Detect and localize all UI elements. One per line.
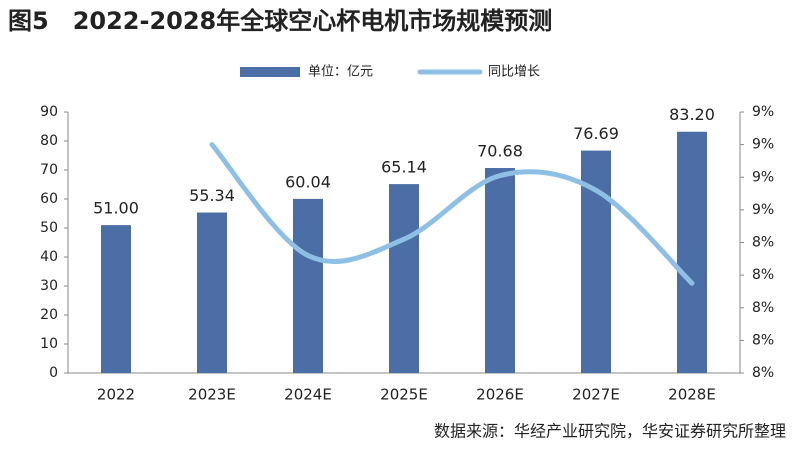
- bar: [389, 184, 419, 373]
- y-tick-label: 70: [40, 162, 58, 178]
- y-tick-label: 20: [40, 307, 58, 323]
- x-tick-label: 2024E: [284, 386, 332, 404]
- data-label: 51.00: [93, 199, 139, 218]
- y-tick-label: 60: [40, 191, 58, 207]
- y-tick-label: 0: [49, 365, 58, 381]
- data-label: 70.68: [477, 142, 523, 161]
- x-tick-label: 2026E: [476, 386, 524, 404]
- y-tick-label: 50: [40, 220, 58, 236]
- y2-tick-label: 8%: [752, 365, 774, 381]
- y-tick-label: 10: [40, 336, 58, 352]
- bar: [485, 168, 515, 373]
- x-tick-label: 2025E: [380, 386, 428, 404]
- bar: [677, 131, 707, 373]
- bar: [197, 212, 227, 373]
- legend-swatch: [240, 67, 300, 77]
- bar: [101, 225, 131, 373]
- x-tick-label: 2022: [97, 386, 135, 404]
- chart-title: 图5 2022-2028年全球空心杯电机市场规模预测: [8, 7, 552, 35]
- y2-tick-label: 8%: [752, 235, 774, 251]
- data-label: 55.34: [189, 186, 235, 205]
- y-tick-label: 40: [40, 249, 58, 265]
- y-tick-label: 30: [40, 278, 58, 294]
- y2-tick-label: 9%: [752, 137, 774, 153]
- legend-label: 单位：亿元: [308, 65, 373, 80]
- data-label: 65.14: [381, 158, 427, 177]
- data-label: 60.04: [285, 172, 331, 191]
- x-tick-label: 2027E: [572, 386, 620, 404]
- y-tick-label: 80: [40, 133, 58, 149]
- y2-tick-label: 8%: [752, 332, 774, 348]
- source: 数据来源：华经产业研究院，华安证券研究所整理: [434, 422, 786, 441]
- x-tick-label: 2028E: [668, 386, 716, 404]
- legend-label: 同比增长: [488, 65, 540, 80]
- bar: [293, 198, 323, 373]
- y2-tick-label: 9%: [752, 104, 774, 120]
- line: [209, 142, 695, 286]
- x-tick-label: 2023E: [188, 386, 236, 404]
- y-tick-label: 90: [40, 104, 58, 120]
- y2-tick-label: 8%: [752, 300, 774, 316]
- data-label: 76.69: [573, 124, 619, 143]
- y2-tick-label: 9%: [752, 169, 774, 185]
- y2-tick-label: 9%: [752, 202, 774, 218]
- y2-tick-label: 8%: [752, 267, 774, 283]
- data-label: 83.20: [669, 105, 715, 124]
